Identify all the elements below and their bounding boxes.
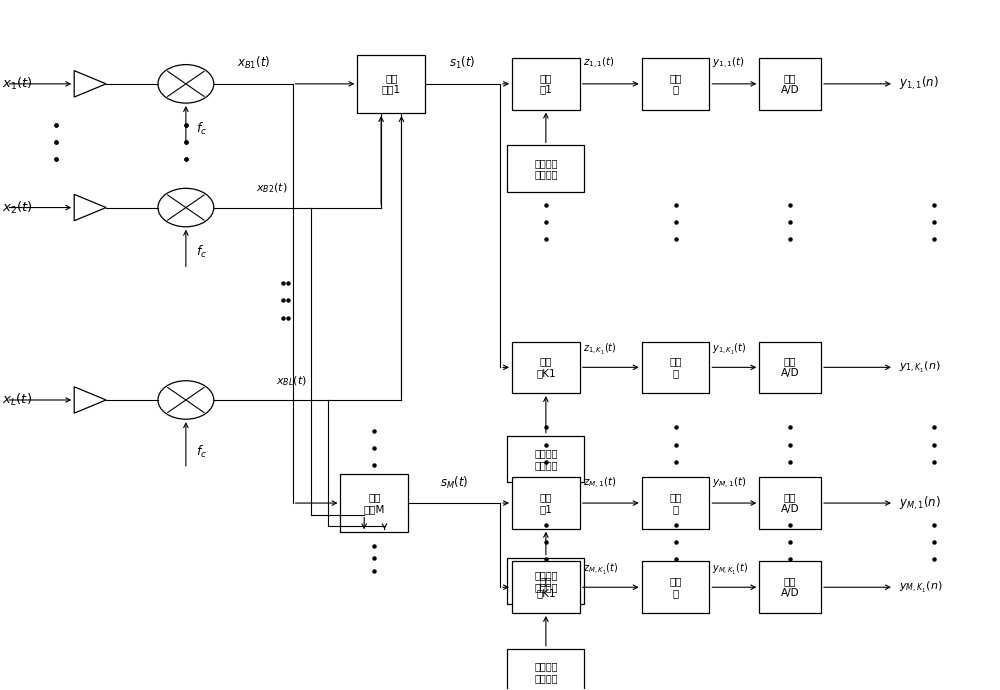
Text: 乘法
器K1: 乘法 器K1 xyxy=(536,357,556,378)
Bar xyxy=(759,58,821,110)
Text: $y_{M,K_1}(t)$: $y_{M,K_1}(t)$ xyxy=(712,562,748,577)
Text: $y_{1,K_1}(n)$: $y_{1,K_1}(n)$ xyxy=(899,359,941,375)
Bar xyxy=(512,477,580,529)
Text: 伪随机序
列产生器: 伪随机序 列产生器 xyxy=(534,570,558,592)
Text: $y_{M,1}(t)$: $y_{M,1}(t)$ xyxy=(712,475,747,491)
Text: $x_1(t)$: $x_1(t)$ xyxy=(2,76,33,92)
Bar xyxy=(512,58,580,110)
Text: 低速
A/D: 低速 A/D xyxy=(781,492,800,514)
Bar xyxy=(507,649,584,690)
Text: $y_{1,1}(n)$: $y_{1,1}(n)$ xyxy=(899,75,939,92)
Text: $f_c$: $f_c$ xyxy=(196,444,207,460)
Text: $s_1(t)$: $s_1(t)$ xyxy=(449,55,476,72)
Text: $f_c$: $f_c$ xyxy=(196,244,207,260)
Text: $f_c$: $f_c$ xyxy=(196,121,207,137)
Text: 加减
法器1: 加减 法器1 xyxy=(382,73,401,95)
Text: $z_{1,K_1}(t)$: $z_{1,K_1}(t)$ xyxy=(583,342,616,357)
Bar xyxy=(642,562,709,613)
Bar xyxy=(512,562,580,613)
Text: $x_{B2}(t)$: $x_{B2}(t)$ xyxy=(256,181,288,195)
Text: 积分
器: 积分 器 xyxy=(669,576,682,598)
Bar xyxy=(357,55,425,113)
Text: $y_{1,1}(t)$: $y_{1,1}(t)$ xyxy=(712,57,745,72)
Bar xyxy=(642,58,709,110)
Bar xyxy=(642,477,709,529)
Text: $y_{1,K_1}(t)$: $y_{1,K_1}(t)$ xyxy=(712,342,747,357)
Text: 低速
A/D: 低速 A/D xyxy=(781,73,800,95)
Bar xyxy=(512,342,580,393)
Text: $s_M(t)$: $s_M(t)$ xyxy=(440,475,468,491)
Text: 乘法
器1: 乘法 器1 xyxy=(539,492,552,514)
Text: $y_{M,K_1}(n)$: $y_{M,K_1}(n)$ xyxy=(899,580,942,595)
Text: 乘法
器K1: 乘法 器K1 xyxy=(536,576,556,598)
Text: $z_{M,K_1}(t)$: $z_{M,K_1}(t)$ xyxy=(583,562,618,577)
Text: 积分
器: 积分 器 xyxy=(669,492,682,514)
Text: $z_{M,1}(t)$: $z_{M,1}(t)$ xyxy=(583,475,616,491)
Bar xyxy=(759,342,821,393)
Text: $x_L(t)$: $x_L(t)$ xyxy=(2,392,32,408)
Text: 伪随机序
列产生器: 伪随机序 列产生器 xyxy=(534,158,558,179)
Bar xyxy=(507,558,584,604)
Text: 伪随机序
列产生器: 伪随机序 列产生器 xyxy=(534,448,558,470)
Bar xyxy=(759,562,821,613)
Text: 加减
法器M: 加减 法器M xyxy=(364,492,385,514)
Text: $x_2(t)$: $x_2(t)$ xyxy=(2,199,33,215)
Bar xyxy=(340,474,408,532)
Text: $z_{1,1}(t)$: $z_{1,1}(t)$ xyxy=(583,57,615,72)
Text: $x_{B1}(t)$: $x_{B1}(t)$ xyxy=(237,55,270,72)
Text: 低速
A/D: 低速 A/D xyxy=(781,357,800,378)
Text: $y_{M,1}(n)$: $y_{M,1}(n)$ xyxy=(899,495,941,512)
Bar xyxy=(642,342,709,393)
Bar xyxy=(507,146,584,192)
Text: 积分
器: 积分 器 xyxy=(669,357,682,378)
Text: 伪随机序
列产生器: 伪随机序 列产生器 xyxy=(534,661,558,683)
Text: 乘法
器1: 乘法 器1 xyxy=(539,73,552,95)
Text: 低速
A/D: 低速 A/D xyxy=(781,576,800,598)
Bar xyxy=(759,477,821,529)
Bar xyxy=(507,435,584,482)
Text: $x_{BL}(t)$: $x_{BL}(t)$ xyxy=(276,374,307,388)
Text: 积分
器: 积分 器 xyxy=(669,73,682,95)
